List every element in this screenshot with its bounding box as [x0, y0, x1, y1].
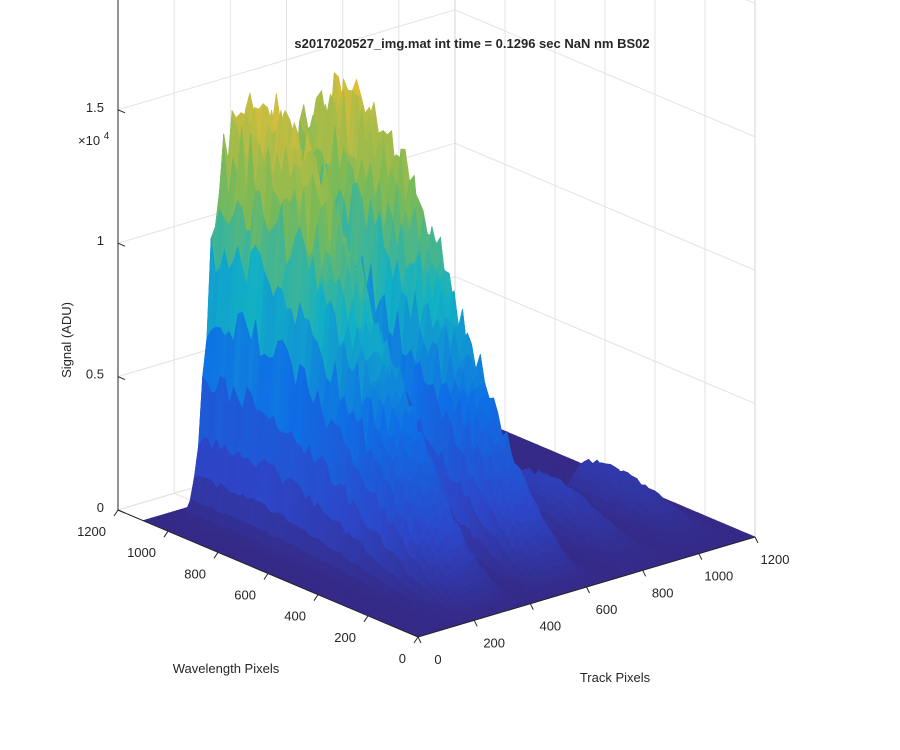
grid-line — [454, 276, 756, 405]
surface — [142, 71, 756, 638]
grid-line — [454, 9, 756, 138]
grid-line — [117, 9, 456, 111]
grid-line — [454, 142, 756, 271]
